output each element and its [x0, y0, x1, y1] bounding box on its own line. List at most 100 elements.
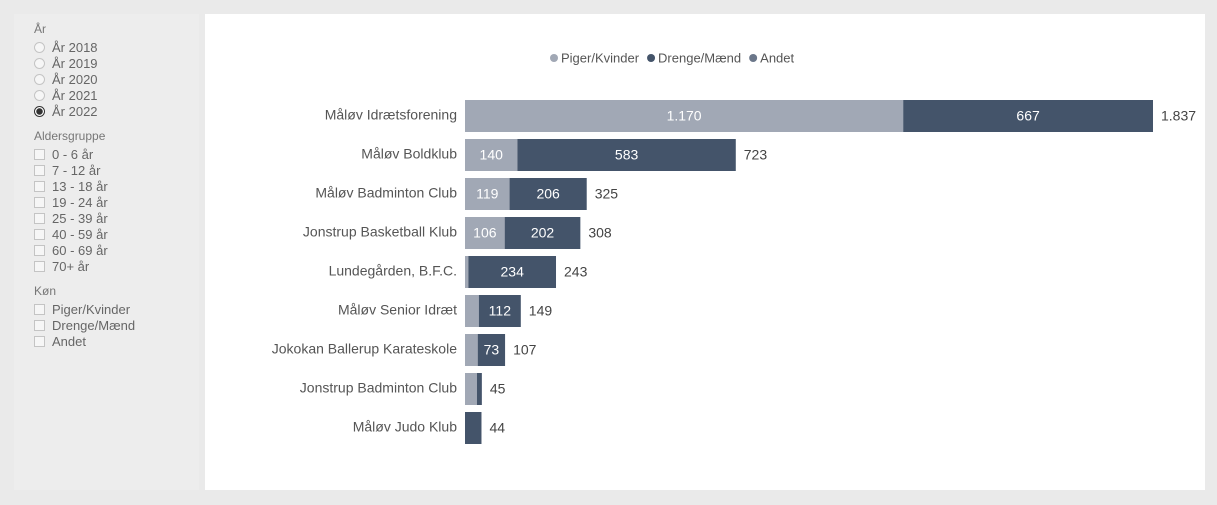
- option-label[interactable]: År 2021: [52, 87, 98, 103]
- bar-segment: [465, 178, 510, 210]
- radio-option[interactable]: År 2018: [34, 39, 199, 55]
- checkbox[interactable]: [34, 212, 45, 224]
- y-tick-label: Måløv Judo Klub: [353, 419, 457, 435]
- checkbox-option[interactable]: 0 - 6 år: [34, 146, 199, 162]
- data-label: 1.170: [667, 108, 702, 124]
- checkbox[interactable]: [34, 303, 45, 315]
- option-label[interactable]: Andet: [52, 333, 86, 349]
- checkbox[interactable]: [34, 196, 45, 208]
- option-label[interactable]: 70+ år: [52, 258, 90, 274]
- bar-segment: [517, 139, 736, 171]
- checkbox[interactable]: [34, 260, 45, 272]
- data-label: 206: [536, 186, 560, 202]
- legend-marker: [550, 54, 558, 62]
- chart: Piger/Kvinder Drenge/Mænd Andet Måløv Idræt…: [272, 50, 1196, 444]
- option-label[interactable]: 13 - 18 år: [52, 178, 108, 194]
- option-label[interactable]: År 2019: [52, 55, 98, 71]
- checkbox-option[interactable]: 19 - 24 år: [34, 194, 199, 210]
- checkbox[interactable]: [34, 319, 45, 331]
- filter-group: Køn Piger/Kvinder Drenge/Mænd Andet: [14, 284, 199, 349]
- total-label: 308: [588, 225, 612, 241]
- filter-group: Aldersgruppe 0 - 6 år 7 - 12 år 13 - 18 år 1…: [14, 129, 199, 274]
- bar-segment: [465, 412, 482, 444]
- data-label: 202: [531, 225, 555, 241]
- radio-option[interactable]: År 2019: [34, 55, 199, 71]
- data-label: 140: [480, 147, 504, 163]
- y-tick-label: Måløv Boldklub: [361, 146, 457, 162]
- y-tick-label: Lundegården, B.F.C.: [329, 263, 457, 279]
- bar-segment: [476, 373, 482, 405]
- checkbox[interactable]: [34, 148, 45, 160]
- radio[interactable]: [34, 89, 45, 101]
- checkbox-option[interactable]: Andet: [34, 333, 199, 349]
- filter-title: År: [34, 22, 46, 36]
- legend-marker: [647, 54, 656, 62]
- data-label: 234: [501, 264, 525, 280]
- y-tick-label: Måløv Badminton Club: [315, 185, 457, 201]
- option-label[interactable]: År 2022: [52, 103, 98, 119]
- y-tick-label: Jokokan Ballerup Karateskole: [272, 341, 457, 357]
- total-label: 45: [490, 381, 506, 397]
- filter-pane: År År 2018 År 2019 År 2020 År 2021 År 2022 Ald…: [14, 14, 199, 490]
- total-label: 149: [529, 303, 553, 319]
- option-label[interactable]: År 2018: [52, 39, 98, 55]
- filter-group: År År 2018 År 2019 År 2020 År 2021 År 2022: [14, 22, 199, 119]
- total-label: 1.837: [1161, 108, 1196, 124]
- radio[interactable]: [34, 57, 45, 69]
- chart-panel: Piger/Kvinder Drenge/Mænd Andet Måløv Idræt…: [205, 14, 1205, 490]
- radio[interactable]: [34, 41, 45, 53]
- checkbox[interactable]: [34, 244, 45, 256]
- bar-segment: [509, 178, 587, 210]
- total-label: 243: [564, 264, 588, 280]
- y-tick-label: Måløv Idrætsforening: [325, 107, 457, 123]
- legend-label: Drenge/Mænd: [658, 50, 741, 65]
- checkbox-option[interactable]: 13 - 18 år: [34, 178, 199, 194]
- option-label[interactable]: Drenge/Mænd: [52, 317, 136, 333]
- checkbox[interactable]: [34, 164, 45, 176]
- bar-segment: [468, 256, 557, 288]
- checkbox-option[interactable]: 40 - 59 år: [34, 226, 199, 242]
- checkbox-option[interactable]: 25 - 39 år: [34, 210, 199, 226]
- checkbox[interactable]: [34, 180, 45, 192]
- legend-marker: [749, 54, 758, 62]
- total-label: 107: [513, 342, 537, 358]
- radio[interactable]: [34, 73, 45, 85]
- checkbox-option[interactable]: Piger/Kvinder: [34, 301, 199, 317]
- option-label[interactable]: 25 - 39 år: [52, 210, 108, 226]
- data-label: 667: [1016, 108, 1040, 124]
- option-label[interactable]: Piger/Kvinder: [52, 301, 131, 317]
- total-label: 44: [489, 420, 505, 436]
- y-tick-label: Jonstrup Badminton Club: [300, 380, 457, 396]
- bar-segment: [465, 256, 469, 288]
- filter-title: Aldersgruppe: [34, 129, 106, 143]
- bar-segment: [903, 100, 1153, 132]
- bar-segment: [465, 373, 477, 405]
- option-label[interactable]: 0 - 6 år: [52, 146, 94, 162]
- radio[interactable]: [34, 105, 45, 117]
- checkbox-option[interactable]: 70+ år: [34, 258, 199, 274]
- checkbox[interactable]: [34, 335, 45, 347]
- radio-option[interactable]: År 2021: [34, 87, 199, 103]
- y-tick-label: Jonstrup Basketball Klub: [303, 224, 457, 240]
- option-label[interactable]: År 2020: [52, 71, 98, 87]
- data-label: 73: [484, 342, 500, 358]
- checkbox-option[interactable]: Drenge/Mænd: [34, 317, 199, 333]
- option-label[interactable]: 40 - 59 år: [52, 226, 108, 242]
- option-label[interactable]: 60 - 69 år: [52, 242, 108, 258]
- bar-segment: [504, 217, 581, 249]
- checkbox-option[interactable]: 60 - 69 år: [34, 242, 199, 258]
- data-label: 583: [615, 147, 639, 163]
- total-label: 723: [744, 147, 768, 163]
- total-label: 325: [595, 186, 619, 202]
- bar-segment: [465, 139, 518, 171]
- filter-title: Køn: [34, 284, 57, 298]
- radio-option[interactable]: År 2022: [34, 103, 199, 119]
- checkbox-option[interactable]: 7 - 12 år: [34, 162, 199, 178]
- y-tick-label: Måløv Senior Idræt: [338, 302, 457, 318]
- checkbox[interactable]: [34, 228, 45, 240]
- option-label[interactable]: 19 - 24 år: [52, 194, 108, 210]
- data-label: 112: [489, 303, 512, 319]
- option-label[interactable]: 7 - 12 år: [52, 162, 101, 178]
- bar-segment: [465, 334, 478, 366]
- radio-option[interactable]: År 2020: [34, 71, 199, 87]
